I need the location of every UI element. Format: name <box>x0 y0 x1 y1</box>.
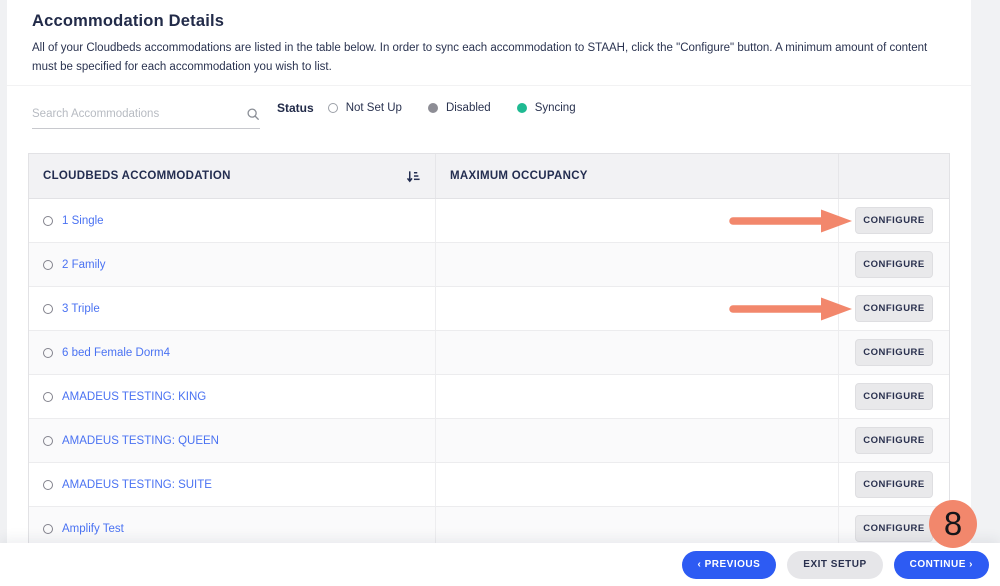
configure-button[interactable]: CONFIGURE <box>855 515 933 542</box>
column-header-actions <box>839 154 949 198</box>
accommodation-cell: 3 Triple <box>29 287 436 330</box>
table-row: AMADEUS TESTING: SUITE CONFIGURE <box>29 463 949 507</box>
accommodation-cell: AMADEUS TESTING: KING <box>29 375 436 418</box>
accommodation-cell: 1 Single <box>29 199 436 242</box>
table-row: 2 Family CONFIGURE <box>29 243 949 287</box>
not-set-up-status-icon <box>43 435 53 446</box>
right-page-gutter <box>971 0 1000 543</box>
occupancy-cell <box>436 507 839 550</box>
configure-button[interactable]: CONFIGURE <box>855 427 933 454</box>
accommodation-link[interactable]: AMADEUS TESTING: QUEEN <box>62 434 219 447</box>
occupancy-cell <box>436 463 839 506</box>
table-row: AMADEUS TESTING: KING CONFIGURE <box>29 375 949 419</box>
occupancy-cell <box>436 331 839 374</box>
status-legend-item-label: Syncing <box>534 102 576 114</box>
page-title: Accommodation Details <box>32 12 225 30</box>
accommodation-link[interactable]: 1 Single <box>62 214 104 227</box>
accommodation-cell: 6 bed Female Dorm4 <box>29 331 436 374</box>
column-header-max-occupancy-label: MAXIMUM OCCUPANCY <box>450 170 588 182</box>
configure-button[interactable]: CONFIGURE <box>855 251 933 278</box>
configure-cell: CONFIGURE <box>839 243 949 286</box>
configure-button[interactable]: CONFIGURE <box>855 339 933 366</box>
occupancy-cell <box>436 199 839 242</box>
disabled-status-icon <box>427 103 438 113</box>
status-legend-item-label: Disabled <box>445 102 491 114</box>
not-set-up-status-icon <box>327 103 338 113</box>
accommodations-table: CLOUDBEDS ACCOMMODATION MAXIMUM OCCUPANC… <box>28 153 950 552</box>
search-icon <box>247 107 259 120</box>
configure-button[interactable]: CONFIGURE <box>855 471 933 498</box>
search-field[interactable] <box>32 99 260 129</box>
table-row: 1 Single CONFIGURE <box>29 199 949 243</box>
status-legend-item: Not Set Up <box>327 102 402 114</box>
accommodation-link[interactable]: 6 bed Female Dorm4 <box>62 346 171 359</box>
column-header-accommodation-label: CLOUDBEDS ACCOMMODATION <box>43 170 231 182</box>
status-legend-item: Syncing <box>516 102 576 114</box>
previous-button[interactable]: ‹ PREVIOUS <box>681 550 777 579</box>
not-set-up-status-icon <box>43 215 53 226</box>
occupancy-cell <box>436 419 839 462</box>
search-input[interactable] <box>32 107 246 120</box>
accommodation-cell: Amplify Test <box>29 507 436 550</box>
not-set-up-status-icon <box>43 259 53 270</box>
sort-icon[interactable] <box>406 169 421 184</box>
left-page-gutter <box>0 0 7 543</box>
table-body: 1 Single CONFIGURE 2 Family CONFIGURE <box>29 199 949 551</box>
accommodation-link[interactable]: AMADEUS TESTING: SUITE <box>62 478 212 491</box>
status-legend: Status Not Set Up Disabled Syncing <box>277 101 576 115</box>
status-legend-items: Not Set Up Disabled Syncing <box>327 102 576 114</box>
configure-cell: CONFIGURE <box>839 507 949 550</box>
configure-cell: CONFIGURE <box>839 419 949 462</box>
table-row: 3 Triple CONFIGURE <box>29 287 949 331</box>
configure-button[interactable]: CONFIGURE <box>855 383 933 410</box>
table-header-row: CLOUDBEDS ACCOMMODATION MAXIMUM OCCUPANC… <box>29 154 949 199</box>
accommodation-link[interactable]: AMADEUS TESTING: KING <box>62 390 207 403</box>
occupancy-cell <box>436 375 839 418</box>
syncing-status-icon <box>516 103 527 113</box>
footer-bar: ‹ PREVIOUS EXIT SETUP CONTINUE › <box>0 543 1000 586</box>
configure-cell: CONFIGURE <box>839 375 949 418</box>
column-header-accommodation[interactable]: CLOUDBEDS ACCOMMODATION <box>29 154 436 198</box>
page-description: All of your Cloudbeds accommodations are… <box>32 42 928 73</box>
column-header-max-occupancy[interactable]: MAXIMUM OCCUPANCY <box>436 154 839 198</box>
configure-cell: CONFIGURE <box>839 331 949 374</box>
configure-button[interactable]: CONFIGURE <box>855 295 933 322</box>
not-set-up-status-icon <box>43 303 53 314</box>
not-set-up-status-icon <box>43 347 53 358</box>
configure-cell: CONFIGURE <box>729 287 949 330</box>
step-number-badge: 8 <box>929 500 977 548</box>
configure-button[interactable]: CONFIGURE <box>855 207 933 234</box>
accommodation-cell: 2 Family <box>29 243 436 286</box>
not-set-up-status-icon <box>43 523 53 534</box>
accommodation-link[interactable]: Amplify Test <box>62 522 124 535</box>
continue-button[interactable]: CONTINUE › <box>893 550 989 579</box>
occupancy-cell <box>436 243 839 286</box>
accommodation-link[interactable]: 2 Family <box>62 258 106 271</box>
accommodation-cell: AMADEUS TESTING: QUEEN <box>29 419 436 462</box>
status-legend-label: Status <box>277 101 314 115</box>
not-set-up-status-icon <box>43 479 53 490</box>
main-content: Accommodation Details All of your Cloudb… <box>7 0 977 552</box>
table-row: 6 bed Female Dorm4 CONFIGURE <box>29 331 949 375</box>
status-legend-item: Disabled <box>427 102 491 114</box>
occupancy-cell <box>436 287 839 330</box>
section-divider <box>7 85 971 86</box>
status-legend-item-label: Not Set Up <box>345 102 402 114</box>
configure-cell: CONFIGURE <box>839 463 949 506</box>
exit-setup-button[interactable]: EXIT SETUP <box>787 550 883 579</box>
not-set-up-status-icon <box>43 391 53 402</box>
table-row: AMADEUS TESTING: QUEEN CONFIGURE <box>29 419 949 463</box>
accommodation-link[interactable]: 3 Triple <box>62 302 100 315</box>
configure-cell: CONFIGURE <box>729 199 949 242</box>
accommodation-cell: AMADEUS TESTING: SUITE <box>29 463 436 506</box>
